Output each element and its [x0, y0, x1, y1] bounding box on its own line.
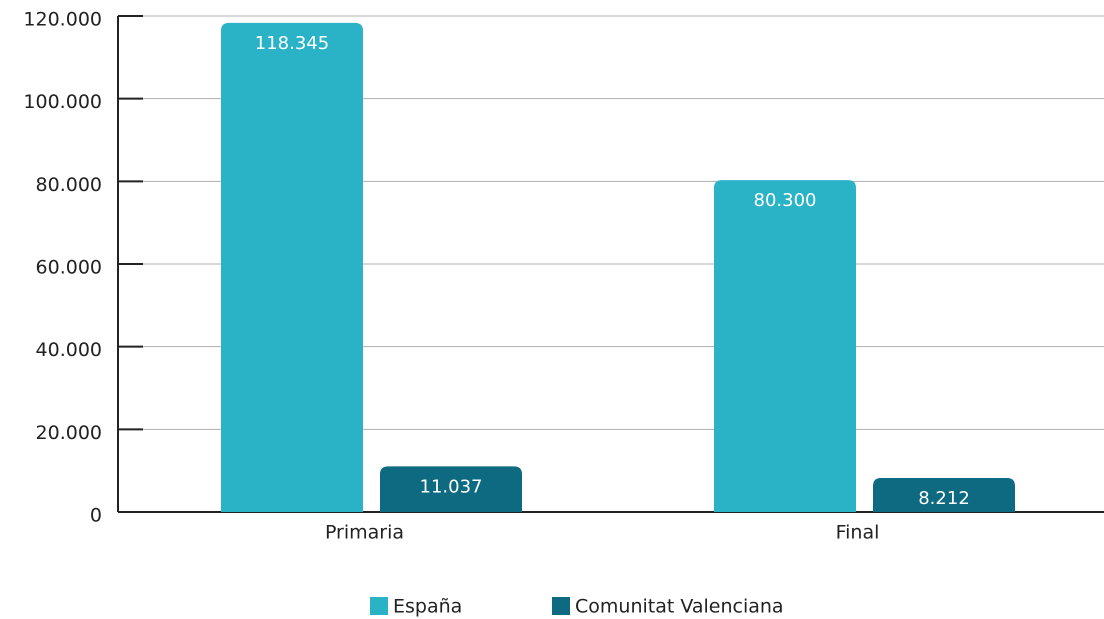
value-label: 8.212 [918, 488, 970, 509]
y-tick-label: 120.000 [23, 9, 102, 31]
y-tick-label: 100.000 [23, 91, 102, 113]
y-tick-label: 40.000 [36, 339, 102, 361]
legend-label: Comunitat Valenciana [575, 596, 784, 618]
value-label: 11.037 [420, 476, 483, 497]
x-tick-label: Primaria [325, 522, 404, 544]
value-label: 118.345 [255, 33, 329, 54]
bar [221, 22, 363, 512]
legend-label: España [393, 596, 462, 618]
y-tick-label: 0 [90, 505, 102, 527]
bar [873, 478, 1015, 512]
legend-swatch [370, 597, 388, 615]
x-tick-label: Final [836, 522, 880, 544]
bar [714, 180, 856, 513]
y-tick-label: 60.000 [36, 257, 102, 279]
legend-swatch [552, 597, 570, 615]
value-label: 80.300 [754, 190, 817, 211]
bar [380, 466, 522, 512]
y-tick-label: 20.000 [36, 422, 102, 444]
y-tick-label: 80.000 [36, 174, 102, 196]
